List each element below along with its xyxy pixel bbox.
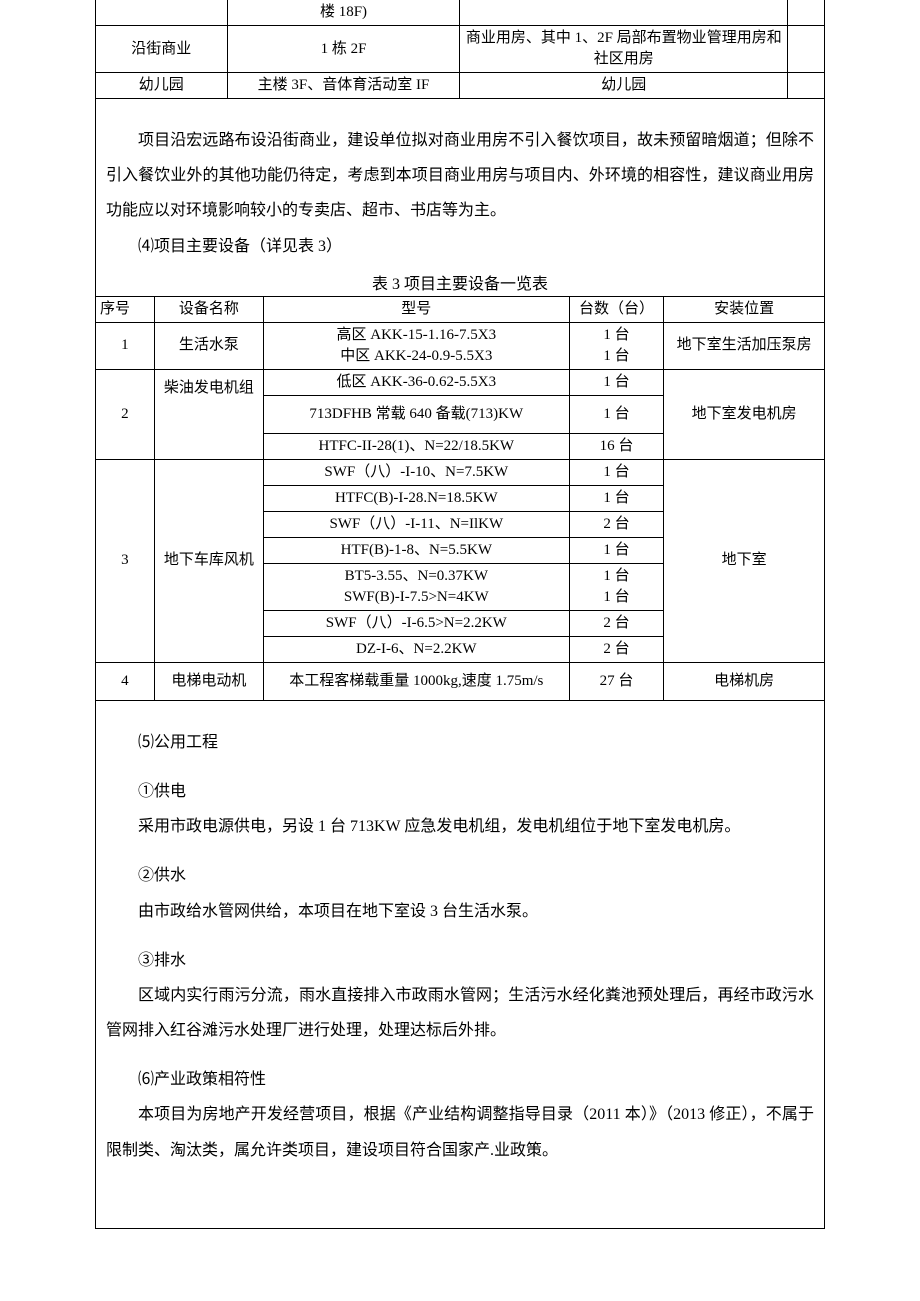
col-model: 型号: [263, 296, 569, 322]
cell-model: SWF（八）-I-6.5>N=2.2KW: [263, 610, 569, 636]
cell-no: 2: [96, 369, 154, 459]
cell-name: 地下车库风机: [154, 459, 263, 662]
cell-count: 2 台: [569, 636, 664, 662]
cell-count: 1 台: [569, 537, 664, 563]
section-public-works: ⑸公用工程: [96, 725, 824, 760]
line: 1 台: [574, 325, 660, 346]
line: 高区 AKK-15-1.16-7.5X3: [268, 325, 565, 346]
line: 1 台: [574, 587, 660, 608]
cell: 商业用房、其中 1、2F 局部布置物业管理用房和社区用房: [460, 26, 788, 73]
cell: [460, 0, 788, 26]
cell: [96, 0, 227, 26]
cell-loc: 地下室生活加压泵房: [664, 322, 824, 369]
cell-model: DZ-I-6、N=2.2KW: [263, 636, 569, 662]
cell: [788, 73, 824, 99]
sub-water: ②供水: [96, 858, 824, 893]
cell-name: 柴油发电机组: [154, 369, 263, 459]
table-row: 沿街商业 1 栋 2F 商业用房、其中 1、2F 局部布置物业管理用房和社区用房: [96, 26, 824, 73]
page: 楼 18F) 沿街商业 1 栋 2F 商业用房、其中 1、2F 局部布置物业管理…: [0, 0, 920, 1301]
text: 采用市政电源供电，另设 1 台 713KW 应急发电机组，发电机组位于地下室发电…: [106, 809, 814, 844]
cell-count: 1 台: [569, 369, 664, 395]
cell-loc: 电梯机房: [664, 662, 824, 700]
col-name: 设备名称: [154, 296, 263, 322]
cell-count: 2 台: [569, 610, 664, 636]
table-building-use: 楼 18F) 沿街商业 1 栋 2F 商业用房、其中 1、2F 局部布置物业管理…: [96, 0, 824, 99]
table-row: 4 电梯电动机 本工程客梯载重量 1000kg,速度 1.75m/s 27 台 …: [96, 662, 824, 700]
col-no: 序号: [96, 296, 154, 322]
heading: ⑹产业政策相符性: [106, 1062, 814, 1097]
cell-count: 1 台: [569, 459, 664, 485]
cell-no: 1: [96, 322, 154, 369]
paragraph-policy: 本项目为房地产开发经营项目，根据《产业结构调整指导目录（2011 本）》（201…: [96, 1097, 824, 1167]
cell: 幼儿园: [96, 73, 227, 99]
paragraph-water: 由市政给水管网供给，本项目在地下室设 3 台生活水泵。: [96, 894, 824, 929]
cell-loc: 地下室发电机房: [664, 369, 824, 459]
cell: 主楼 3F、音体育活动室 IF: [227, 73, 460, 99]
table-header-row: 序号 设备名称 型号 台数（台） 安装位置: [96, 296, 824, 322]
table-equipment: 序号 设备名称 型号 台数（台） 安装位置 1 生活水泵 高区 AKK-15-1…: [96, 296, 824, 701]
cell-name: 电梯电动机: [154, 662, 263, 700]
cell-model: 高区 AKK-15-1.16-7.5X3 中区 AKK-24-0.9-5.5X3: [263, 322, 569, 369]
cell-name: 生活水泵: [154, 322, 263, 369]
cell-model: BT5-3.55、N=0.37KW SWF(B)-I-7.5>N=4KW: [263, 563, 569, 610]
paragraph-commercial: 项目沿宏远路布设沿街商业，建设单位拟对商业用房不引入餐饮项目，故未预留暗烟道；但…: [96, 123, 824, 229]
cell-model: SWF（八）-I-11、N=IlKW: [263, 511, 569, 537]
cell-count: 1 台 1 台: [569, 563, 664, 610]
line: 1 台: [574, 346, 660, 367]
cell: 楼 18F): [227, 0, 460, 26]
table-row: 幼儿园 主楼 3F、音体育活动室 IF 幼儿园: [96, 73, 824, 99]
text: 项目沿宏远路布设沿街商业，建设单位拟对商业用房不引入餐饮项目，故未预留暗烟道；但…: [106, 123, 814, 229]
col-loc: 安装位置: [664, 296, 824, 322]
table-row: 3 地下车库风机 SWF（八）-I-10、N=7.5KW 1 台 地下室: [96, 459, 824, 485]
table-row: 1 生活水泵 高区 AKK-15-1.16-7.5X3 中区 AKK-24-0.…: [96, 322, 824, 369]
col-count: 台数（台）: [569, 296, 664, 322]
cell: 沿街商业: [96, 26, 227, 73]
text: 区域内实行雨污分流，雨水直接排入市政雨水管网；生活污水经化粪池预处理后，再经市政…: [106, 978, 814, 1048]
cell-model: HTFC(B)-I-28.N=18.5KW: [263, 485, 569, 511]
cell-model: 本工程客梯载重量 1000kg,速度 1.75m/s: [263, 662, 569, 700]
text: 由市政给水管网供给，本项目在地下室设 3 台生活水泵。: [106, 894, 814, 929]
cell-count: 1 台: [569, 485, 664, 511]
cell: 1 栋 2F: [227, 26, 460, 73]
table3-caption: 表 3 项目主要设备一览表: [96, 270, 824, 294]
cell-model: 低区 AKK-36-0.62-5.5X3: [263, 369, 569, 395]
heading: ①供电: [106, 774, 814, 809]
table-row: 2 柴油发电机组 低区 AKK-36-0.62-5.5X3 1 台 地下室发电机…: [96, 369, 824, 395]
line: BT5-3.55、N=0.37KW: [268, 566, 565, 587]
text: 本项目为房地产开发经营项目，根据《产业结构调整指导目录（2011 本）》（201…: [106, 1097, 814, 1167]
heading: ⑸公用工程: [106, 725, 814, 760]
cell-no: 4: [96, 662, 154, 700]
cell: 幼儿园: [460, 73, 788, 99]
heading: ②供水: [106, 858, 814, 893]
line: 1 台: [574, 566, 660, 587]
cell-count: 16 台: [569, 433, 664, 459]
paragraph-equipment-heading: ⑷项目主要设备（详见表 3）: [96, 229, 824, 264]
sub-drainage: ③排水: [96, 943, 824, 978]
text: ⑷项目主要设备（详见表 3）: [106, 229, 814, 264]
line: SWF(B)-I-7.5>N=4KW: [268, 587, 565, 608]
cell-count: 2 台: [569, 511, 664, 537]
cell: [788, 26, 824, 73]
cell-loc: 地下室: [664, 459, 824, 662]
cell: [788, 0, 824, 26]
paragraph-power: 采用市政电源供电，另设 1 台 713KW 应急发电机组，发电机组位于地下室发电…: [96, 809, 824, 844]
content-frame: 楼 18F) 沿街商业 1 栋 2F 商业用房、其中 1、2F 局部布置物业管理…: [95, 0, 825, 1229]
heading: ③排水: [106, 943, 814, 978]
table-row: 楼 18F): [96, 0, 824, 26]
cell-model: HTF(B)-1-8、N=5.5KW: [263, 537, 569, 563]
cell-model: SWF（八）-I-10、N=7.5KW: [263, 459, 569, 485]
cell-count: 1 台: [569, 395, 664, 433]
line: 中区 AKK-24-0.9-5.5X3: [268, 346, 565, 367]
cell-count: 27 台: [569, 662, 664, 700]
section-policy: ⑹产业政策相符性: [96, 1062, 824, 1097]
cell-model: 713DFHB 常载 640 备载(713)KW: [263, 395, 569, 433]
paragraph-drainage: 区域内实行雨污分流，雨水直接排入市政雨水管网；生活污水经化粪池预处理后，再经市政…: [96, 978, 824, 1048]
cell-model: HTFC-II-28(1)、N=22/18.5KW: [263, 433, 569, 459]
sub-power: ①供电: [96, 774, 824, 809]
cell-count: 1 台 1 台: [569, 322, 664, 369]
cell-no: 3: [96, 459, 154, 662]
